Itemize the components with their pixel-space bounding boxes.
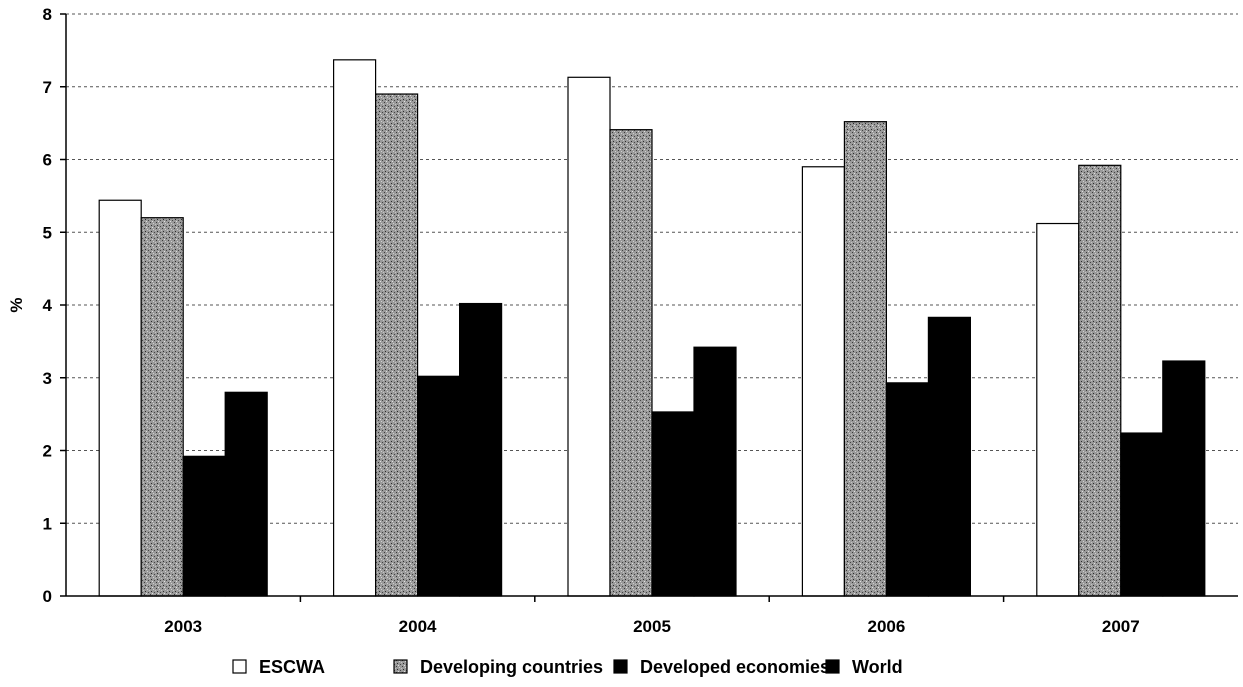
- y-tick-label: 3: [43, 369, 52, 388]
- y-tick-label: 2: [43, 442, 52, 461]
- bar-world-2004: [459, 302, 503, 597]
- bar-developed-economies-2005: [651, 411, 695, 597]
- legend-label: World: [852, 657, 903, 677]
- legend-swatch-escwa: [232, 659, 247, 674]
- y-tick-label: 6: [43, 151, 52, 170]
- y-tick-label: 1: [43, 514, 52, 533]
- x-tick-label: 2005: [633, 617, 671, 636]
- legend-swatch-developing-countries: [393, 659, 408, 674]
- y-axis-title: %: [7, 297, 26, 312]
- bar-world-2007: [1162, 360, 1206, 597]
- bar-developed-economies-2006: [885, 382, 930, 597]
- x-tick-label: 2003: [164, 617, 202, 636]
- bars: [98, 59, 1206, 597]
- legend-label: Developing countries: [420, 657, 603, 677]
- bar-developed-economies-2007: [1120, 432, 1164, 597]
- x-tick-label: 2007: [1102, 617, 1140, 636]
- bar-developing-countries-2005: [609, 129, 653, 597]
- bar-developing-countries-2003: [140, 217, 184, 597]
- bar-world-2006: [927, 316, 972, 597]
- bar-escwa-2006: [801, 166, 846, 597]
- legend-label: Developed economies: [640, 657, 830, 677]
- bar-escwa-2007: [1036, 222, 1080, 597]
- bar-developed-economies-2003: [182, 455, 226, 597]
- legend-label: ESCWA: [259, 657, 325, 677]
- bar-escwa-2004: [333, 59, 377, 597]
- bar-world-2003: [224, 391, 268, 597]
- axes: % 0 1 2 3 4 5 6 7 8 2003 2004 2005 2006 2007: [7, 5, 1238, 636]
- y-tick-label: 8: [43, 5, 52, 24]
- bar-developed-economies-2004: [417, 375, 461, 597]
- legend-swatch-world: [825, 659, 840, 674]
- legend: ESCWA Developing countries Developed econo…: [232, 657, 903, 677]
- bar-world-2005: [693, 346, 737, 597]
- bar-escwa-2003: [98, 199, 142, 597]
- x-tick-label: 2006: [867, 617, 905, 636]
- x-tick-label: 2004: [399, 617, 437, 636]
- bar-developing-countries-2004: [375, 93, 419, 597]
- bar-developing-countries-2007: [1078, 164, 1122, 597]
- y-tick-label: 5: [43, 223, 52, 242]
- y-tick-label: 0: [43, 587, 52, 606]
- legend-swatch-developed-economies: [613, 659, 628, 674]
- y-tick-label: 4: [43, 296, 53, 315]
- y-tick-label: 7: [43, 78, 52, 97]
- bar-escwa-2005: [567, 76, 611, 597]
- bar-developing-countries-2006: [843, 121, 888, 597]
